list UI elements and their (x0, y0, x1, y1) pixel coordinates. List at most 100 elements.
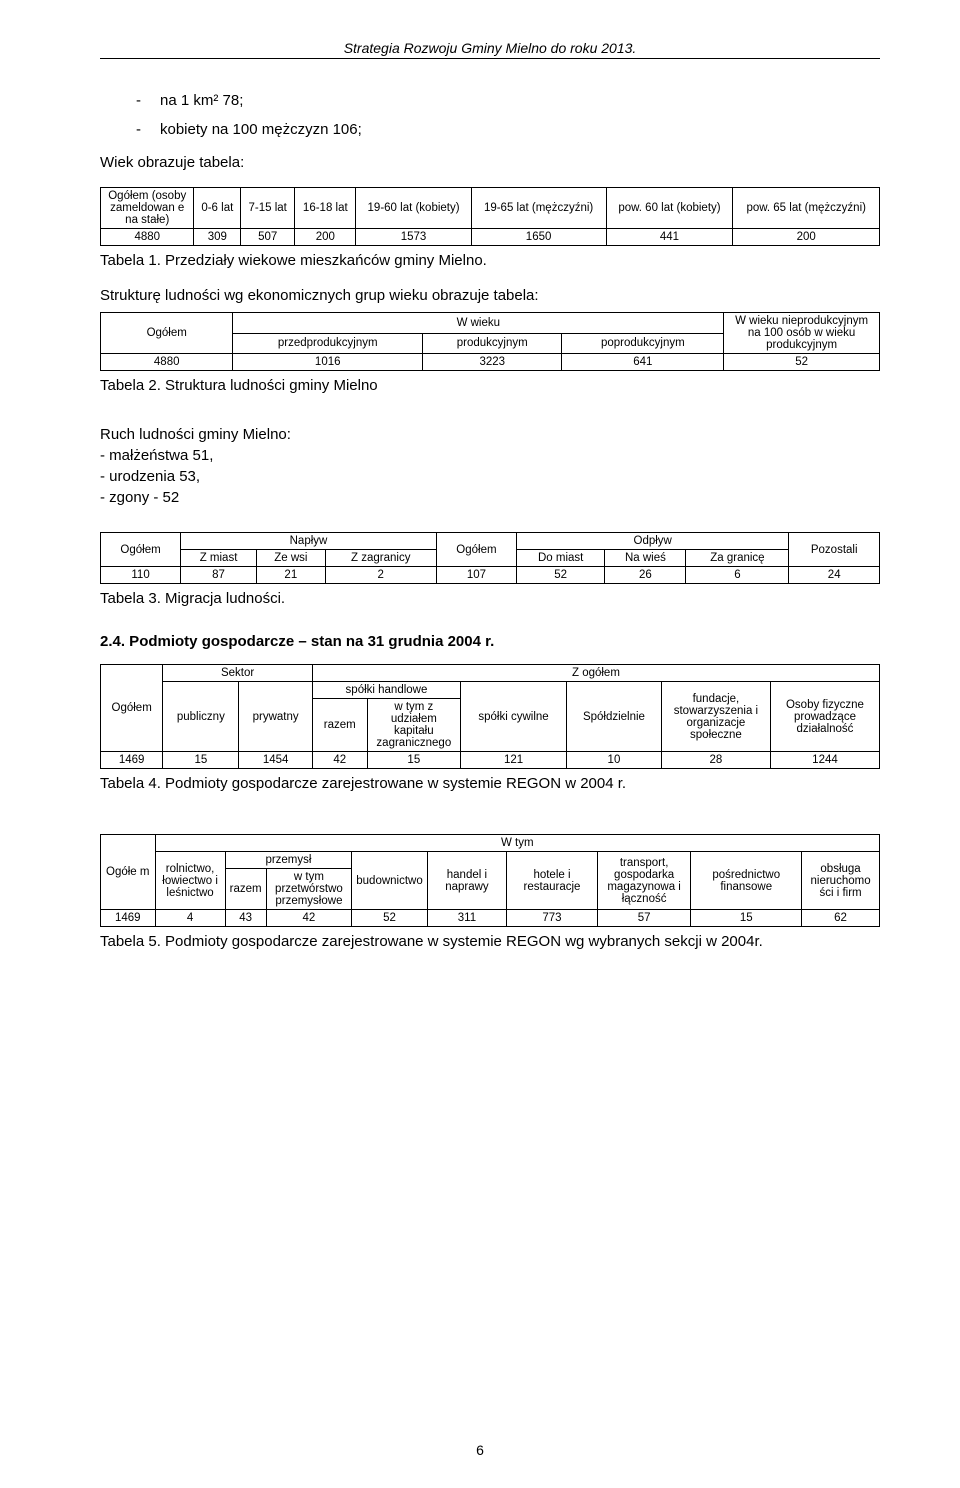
col-header: budownictwo (352, 852, 427, 910)
cell: 200 (295, 229, 356, 246)
table-caption: Tabela 1. Przedziały wiekowe mieszkańców… (100, 252, 880, 269)
col-header: fundacje, stowarzyszenia i organizacje s… (661, 682, 770, 752)
col-header: 16-18 lat (295, 188, 356, 229)
cell: 87 (181, 567, 257, 584)
col-header: Napływ (181, 533, 437, 550)
table-row: 4880 309 507 200 1573 1650 441 200 (101, 229, 880, 246)
col-header: Za granicę (686, 550, 789, 567)
col-header: Ogółem (436, 533, 516, 567)
page-header: Strategia Rozwoju Gminy Mielno do roku 2… (100, 40, 880, 59)
col-header: pow. 60 lat (kobiety) (606, 188, 733, 229)
table-intro: Wiek obrazuje tabela: (100, 154, 880, 171)
cell: 1650 (471, 229, 606, 246)
cell: 42 (266, 910, 352, 927)
subsection-heading: 2.4. Podmioty gospodarcze – stan na 31 g… (100, 633, 880, 650)
col-header: razem (312, 699, 367, 752)
col-header: razem (225, 869, 266, 910)
cell: 10 (567, 752, 662, 769)
cell: 43 (225, 910, 266, 927)
cell: 24 (789, 567, 880, 584)
cell: 1244 (770, 752, 879, 769)
table-row: Ogółem Sektor Z ogółem (101, 665, 880, 682)
cell: 1469 (101, 752, 163, 769)
col-header: rolnictwo, łowiectwo i leśnictwo (155, 852, 225, 910)
ruch-title: Ruch ludności gminy Mielno: (100, 426, 880, 443)
bullet-text: kobiety na 100 mężczyzn 106; (160, 116, 362, 145)
table-row: Ogółe m W tym (101, 835, 880, 852)
cell: 1454 (239, 752, 313, 769)
col-header: spółki handlowe (312, 682, 460, 699)
table-row: Ogółem W wieku W wieku nieprodukcyjnym n… (101, 313, 880, 334)
cell: 57 (597, 910, 690, 927)
cell: 4880 (101, 229, 194, 246)
table-intro: Strukturę ludności wg ekonomicznych grup… (100, 287, 880, 304)
col-header: publiczny (163, 682, 239, 752)
dash-icon: - (136, 87, 160, 116)
cell: 309 (194, 229, 241, 246)
cell: 6 (686, 567, 789, 584)
bullet-item: - kobiety na 100 mężczyzn 106; (100, 116, 880, 145)
page-number: 6 (0, 1442, 960, 1458)
col-header: Z zagranicy (325, 550, 436, 567)
col-header: Pozostali (789, 533, 880, 567)
col-header: prywatny (239, 682, 313, 752)
cell: 641 (562, 354, 724, 371)
bullet-item: - na 1 km² 78; (100, 87, 880, 116)
dash-icon: - (136, 116, 160, 145)
col-header: w tym z udziałem kapitału zagranicznego (367, 699, 460, 752)
table-caption: Tabela 4. Podmioty gospodarcze zarejestr… (100, 775, 880, 792)
cell: 2 (325, 567, 436, 584)
cell: 773 (507, 910, 598, 927)
table-entities-sector: Ogółem Sektor Z ogółem publiczny prywatn… (100, 664, 880, 769)
col-header: obsługa nieruchomo ści i firm (802, 852, 880, 910)
table-age-ranges: Ogółem (osoby zameldowan e na stałe) 0-6… (100, 187, 880, 246)
col-header: transport, gospodarka magazynowa i łączn… (597, 852, 690, 910)
cell: 62 (802, 910, 880, 927)
cell: 3223 (423, 354, 562, 371)
col-header: W wieku (233, 313, 724, 334)
col-header: w tym przetwórstwo przemysłowe (266, 869, 352, 910)
col-header: przemysł (225, 852, 352, 869)
col-header: W wieku nieprodukcyjnym na 100 osób w wi… (724, 313, 880, 354)
col-header: spółki cywilne (461, 682, 567, 752)
cell: 311 (427, 910, 506, 927)
col-header: Ogółem (101, 665, 163, 752)
cell: 52 (724, 354, 880, 371)
col-header: Ogółe m (101, 835, 156, 910)
cell: 28 (661, 752, 770, 769)
col-header: Odpływ (516, 533, 788, 550)
cell: 121 (461, 752, 567, 769)
table-row: Ogółem (osoby zameldowan e na stałe) 0-6… (101, 188, 880, 229)
col-header: handel i naprawy (427, 852, 506, 910)
col-header: poprodukcyjnym (562, 333, 724, 354)
table-migration: OgółemNapływOgółemOdpływPozostaliZ miast… (100, 532, 880, 584)
cell: 1573 (356, 229, 471, 246)
bullet-text: na 1 km² 78; (160, 87, 243, 116)
cell: 15 (163, 752, 239, 769)
ruch-line: - zgony - 52 (100, 489, 880, 506)
cell: 21 (257, 567, 326, 584)
col-header: pow. 65 lat (mężczyźni) (733, 188, 880, 229)
col-header: 0-6 lat (194, 188, 241, 229)
col-header: Osoby fizyczne prowadzące działalność (770, 682, 879, 752)
ruch-line: - urodzenia 53, (100, 468, 880, 485)
cell: 507 (241, 229, 295, 246)
cell: 52 (516, 567, 604, 584)
col-header: hotele i restauracje (507, 852, 598, 910)
col-header: produkcyjnym (423, 333, 562, 354)
cell: 26 (605, 567, 686, 584)
col-header: 19-65 lat (mężczyźni) (471, 188, 606, 229)
col-header: Ogółem (101, 533, 181, 567)
table-caption: Tabela 5. Podmioty gospodarcze zarejestr… (100, 933, 880, 950)
cell: 4 (155, 910, 225, 927)
cell: 4880 (101, 354, 233, 371)
table-row: 1469 15 1454 42 15 121 10 28 1244 (101, 752, 880, 769)
table-entities-sections: Ogółe m W tym rolnictwo, łowiectwo i leś… (100, 834, 880, 927)
col-header: 19-60 lat (kobiety) (356, 188, 471, 229)
cell: 441 (606, 229, 733, 246)
col-header: przedprodukcyjnym (233, 333, 423, 354)
table-row: 1469 4 43 42 52 311 773 57 15 62 (101, 910, 880, 927)
col-header: Ogółem (101, 313, 233, 354)
cell: 52 (352, 910, 427, 927)
cell: 15 (691, 910, 802, 927)
